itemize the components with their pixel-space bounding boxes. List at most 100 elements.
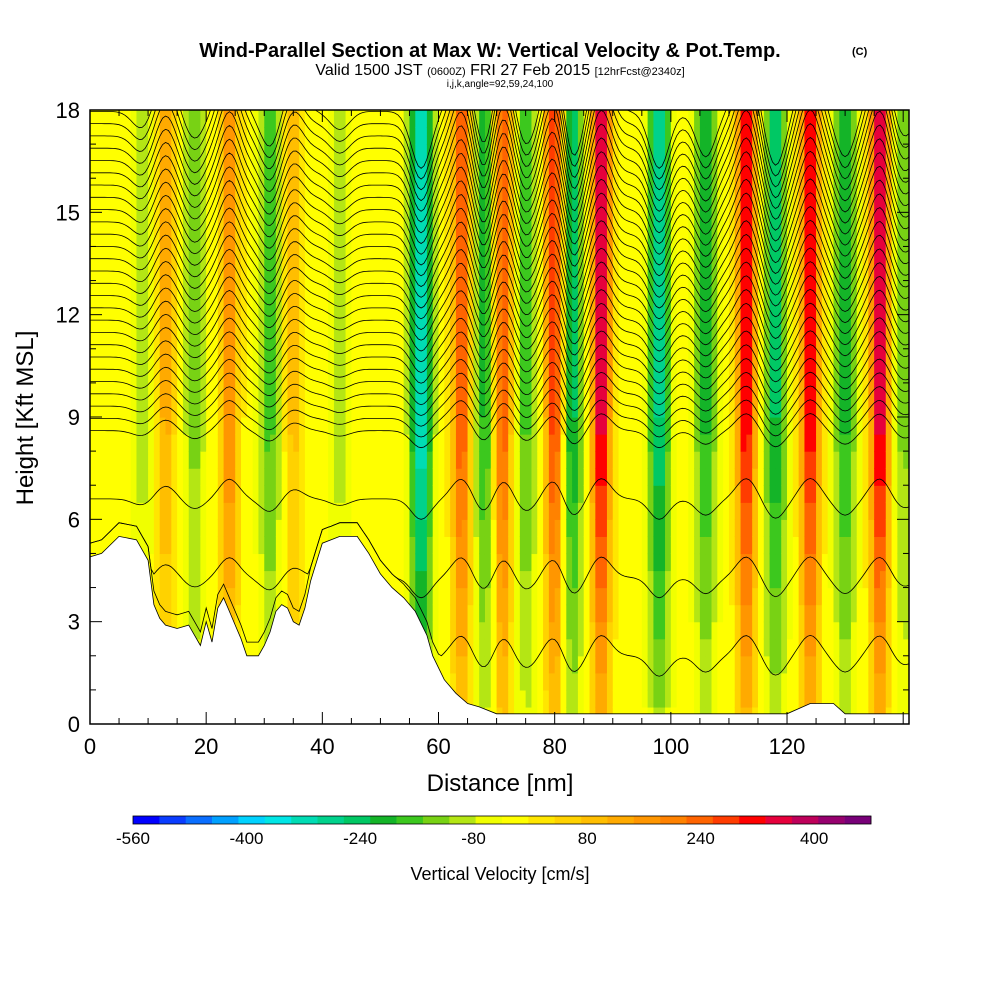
velocity-cell [763,195,771,213]
velocity-cell [554,587,562,606]
velocity-cell [310,246,318,265]
velocity-cell [682,451,689,469]
velocity-cell [339,110,347,128]
velocity-cell [293,144,300,162]
velocity-cell [211,280,219,299]
velocity-cell [182,417,190,435]
velocity-cell [310,178,318,196]
chart-subtitle: Valid 1500 JST (0600Z) FRI 27 Feb 2015 [… [315,62,684,79]
velocity-cell [223,348,231,367]
velocity-cell [409,127,416,145]
velocity-cell [589,553,596,572]
velocity-cell [821,570,829,589]
velocity-cell [560,331,567,350]
velocity-cell [316,144,323,162]
velocity-cell [839,553,846,572]
velocity-cell [333,229,341,248]
velocity-cell [682,570,689,589]
velocity-cell [566,110,573,128]
velocity-cell [107,348,114,367]
velocity-cell [810,468,817,486]
velocity-cell [665,246,672,265]
velocity-cell [177,331,184,350]
velocity-cell [287,434,294,452]
velocity-cell [798,672,806,691]
velocity-cell [694,161,701,179]
velocity-cell [258,519,265,537]
velocity-cell [392,195,399,213]
velocity-cell [397,451,405,469]
velocity-cell [885,297,893,316]
velocity-cell [403,519,411,537]
velocity-cell [514,161,521,179]
velocity-cell [258,502,265,520]
velocity-cell [775,212,782,230]
velocity-cell [543,399,550,418]
velocity-cell [217,451,225,469]
velocity-cell [728,536,736,555]
velocity-cell [490,246,498,265]
velocity-cell [270,229,277,248]
velocity-cell [723,212,730,230]
velocity-cell [879,195,887,213]
velocity-cell [211,536,219,555]
velocity-cell [473,672,480,691]
velocity-cell [798,451,806,469]
velocity-cell [676,485,684,503]
velocity-cell [304,212,312,230]
velocity-cell [229,110,236,128]
velocity-cell [827,382,835,401]
velocity-cell [763,485,771,503]
velocity-cell [641,348,649,367]
velocity-cell [525,348,533,367]
velocity-cell [670,110,678,128]
velocity-cell [827,587,835,606]
velocity-cell [304,314,312,333]
velocity-cell [688,621,695,640]
velocity-cell [879,468,887,486]
velocity-cell [699,382,707,401]
velocity-cell [299,451,306,469]
velocity-cell [275,127,283,145]
velocity-cell [775,331,782,350]
velocity-cell [415,144,422,162]
velocity-cell [153,468,161,486]
velocity-cell [624,621,631,640]
velocity-cell [426,570,434,589]
velocity-cell [630,365,637,384]
velocity-cell [252,127,260,145]
velocity-cell [885,502,893,520]
velocity-cell [415,536,422,555]
velocity-cell [618,536,625,555]
velocity-cell [682,536,689,555]
velocity-cell [543,127,550,145]
velocity-cell [705,451,713,469]
velocity-cell [874,417,881,435]
velocity-cell [647,604,655,623]
velocity-cell [694,468,701,486]
velocity-cell [461,212,469,230]
velocity-cell [810,621,817,640]
velocity-cell [113,178,120,196]
velocity-cell [287,553,294,572]
velocity-cell [676,178,684,196]
velocity-cell [119,417,126,435]
velocity-cell [479,417,486,435]
velocity-cell [403,212,411,230]
velocity-cell [531,553,538,572]
velocity-cell [345,212,352,230]
velocity-cell [543,331,550,350]
velocity-cell [211,502,219,520]
velocity-cell [142,280,149,299]
velocity-cell [856,161,864,179]
velocity-cell [670,434,678,452]
velocity-cell [682,229,689,248]
velocity-cell [856,365,864,384]
velocity-cell [188,331,196,350]
velocity-cell [200,314,207,333]
velocity-cell [223,365,231,384]
velocity-cell [124,161,132,179]
velocity-cell [264,263,271,282]
velocity-cell [682,280,689,299]
velocity-cell [891,502,898,520]
